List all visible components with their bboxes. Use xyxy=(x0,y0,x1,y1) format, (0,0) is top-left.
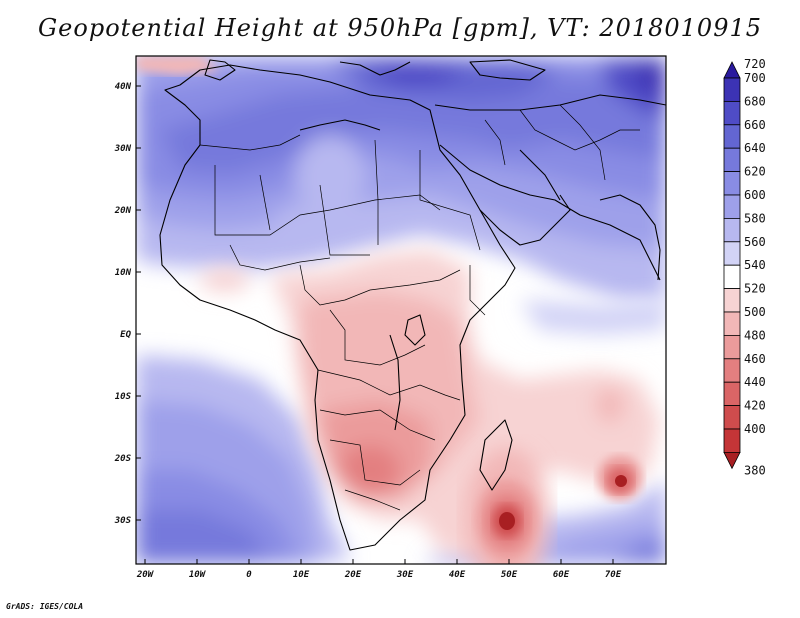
colorbar-swatch xyxy=(723,358,741,383)
longitude-labels: 20W 10W 0 10E 20E 30E 40E 50E 60E 70E xyxy=(136,570,622,580)
lon-label: 20E xyxy=(344,570,362,580)
lon-label: 10W xyxy=(189,570,207,580)
latitude-labels: 40N 30N 20N 10N EQ 10S 20S 30S xyxy=(114,82,132,526)
lon-label: 70E xyxy=(605,570,622,580)
northern-high-band xyxy=(136,56,666,300)
colorbar-swatch xyxy=(723,194,741,219)
colorbar-label: 400 xyxy=(744,422,766,436)
lat-label: 40N xyxy=(115,82,132,92)
coastlines xyxy=(159,59,666,551)
map-title: Geopotential Height at 950hPa [gpm], VT:… xyxy=(38,14,762,42)
lat-label: EQ xyxy=(120,330,131,340)
map-frame xyxy=(135,55,667,565)
colorbar-swatch xyxy=(723,311,741,336)
colorbar-swatch xyxy=(723,101,741,126)
lat-label: 30N xyxy=(114,144,132,154)
lat-label: 20N xyxy=(114,206,132,216)
colorbar-label: 540 xyxy=(744,258,766,272)
lon-label: 40E xyxy=(449,570,466,580)
colorbar-swatch xyxy=(723,428,741,453)
lon-label: 10E xyxy=(293,570,310,580)
colorbar-label: 520 xyxy=(744,282,766,296)
colorbar-label: 440 xyxy=(744,375,766,389)
lon-label: 50E xyxy=(501,570,518,580)
colorbar-label: 680 xyxy=(744,94,766,108)
cyclone-mascarene xyxy=(598,456,642,500)
colorbar-swatch xyxy=(723,264,741,290)
lat-label: 10N xyxy=(115,268,132,278)
colorbar-swatch xyxy=(723,288,741,313)
colorbar-arrow-bottom xyxy=(723,451,741,470)
lat-label: 30S xyxy=(114,516,132,526)
lon-label: 0 xyxy=(246,570,252,580)
lat-label: 20S xyxy=(114,454,132,464)
country-borders xyxy=(199,104,640,511)
colorbar-swatch xyxy=(723,147,741,172)
colorbar-swatch xyxy=(723,171,741,196)
tick-marks xyxy=(136,85,614,564)
colorbar-arrow-top xyxy=(723,61,741,79)
lon-label: 30E xyxy=(396,570,414,580)
colorbar-label: 720 xyxy=(744,57,766,71)
colorbar-swatch xyxy=(723,405,741,430)
colorbar-label: 380 xyxy=(744,463,766,477)
colorbar-label: 620 xyxy=(744,165,766,179)
colorbar-swatch xyxy=(723,334,741,360)
colorbar-label: 600 xyxy=(744,188,766,202)
colorbar-label: 420 xyxy=(744,399,766,413)
lat-label: 10S xyxy=(115,392,132,402)
colorbar-label: 700 xyxy=(744,71,766,85)
colorbar-label: 480 xyxy=(744,328,766,342)
colorbar-label: 660 xyxy=(744,118,766,132)
lon-label: 20W xyxy=(136,570,155,580)
colorbar-swatch xyxy=(723,241,741,266)
colorbar-swatch xyxy=(723,217,741,243)
colorbar-swatch xyxy=(723,77,741,102)
grads-credit: GrADS: IGES/COLA xyxy=(6,602,84,611)
colorbar-swatch xyxy=(723,124,741,149)
height-field xyxy=(136,56,666,564)
cyclone-sw-indian-ocean xyxy=(465,448,549,564)
colorbar-label: 580 xyxy=(744,211,766,225)
colorbar-swatch xyxy=(723,381,741,407)
colorbar-label: 500 xyxy=(744,305,766,319)
colorbar-label: 640 xyxy=(744,141,766,155)
colorbar-label: 560 xyxy=(744,235,766,249)
colorbar-label: 460 xyxy=(744,352,766,366)
lon-label: 60E xyxy=(553,570,570,580)
